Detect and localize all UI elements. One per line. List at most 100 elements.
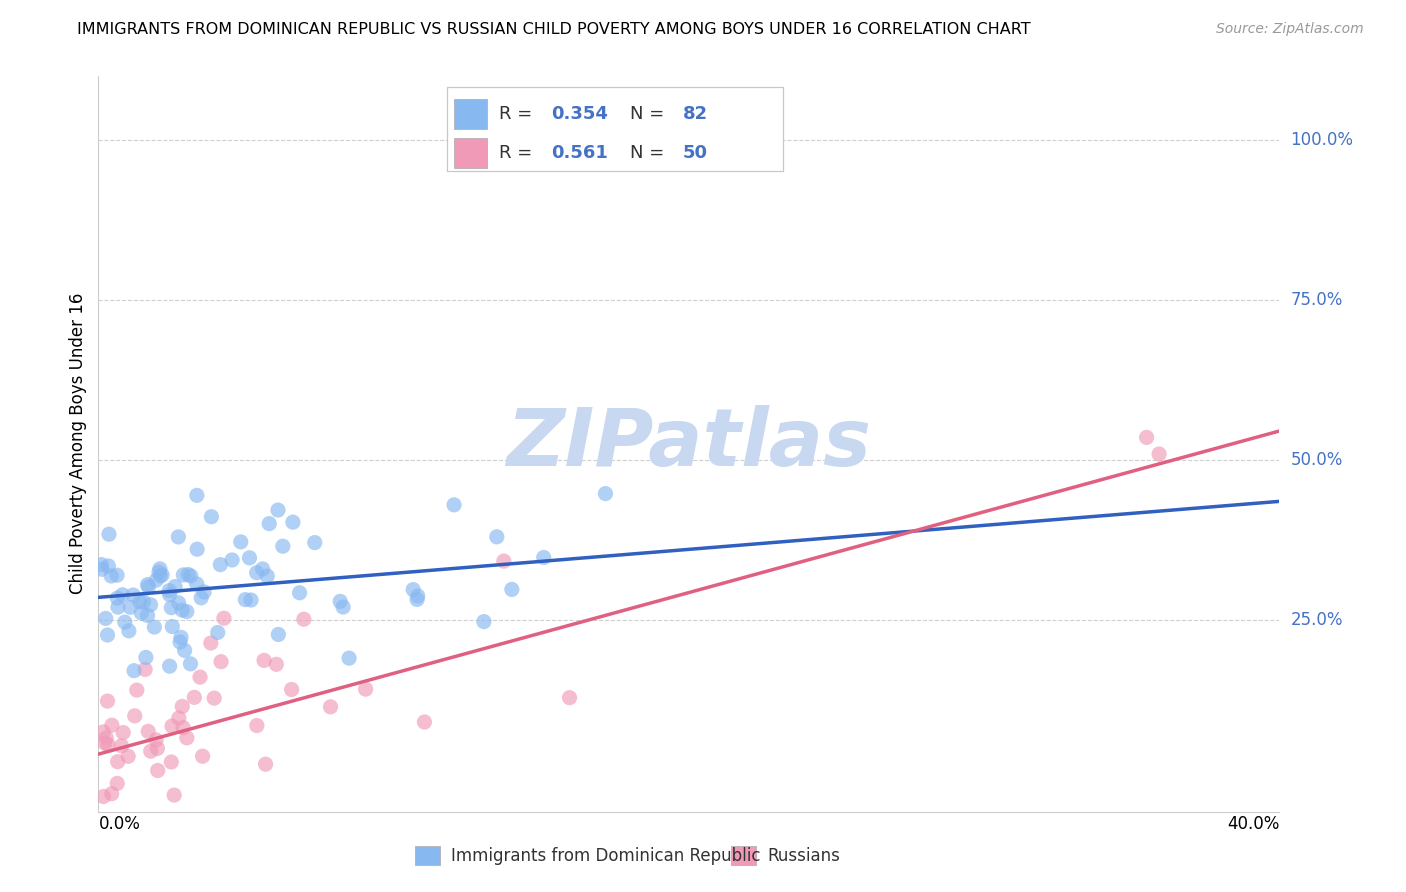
Point — [257, 516, 280, 531]
Point — [337, 651, 360, 665]
Point — [150, 567, 173, 582]
Point — [200, 636, 222, 650]
Point — [281, 515, 304, 529]
Point — [110, 739, 132, 753]
Text: IMMIGRANTS FROM DOMINICAN REPUBLIC VS RUSSIAN CHILD POVERTY AMONG BOYS UNDER 16 : IMMIGRANTS FROM DOMINICAN REPUBLIC VS RU… — [77, 22, 1031, 37]
Point — [162, 619, 184, 633]
Point — [240, 593, 263, 607]
Text: Russians: Russians — [768, 847, 841, 865]
Point — [138, 580, 160, 594]
Point — [267, 503, 290, 517]
Point — [288, 586, 311, 600]
Point — [172, 603, 194, 617]
Point — [533, 550, 555, 565]
Point — [139, 598, 162, 612]
Point — [190, 591, 212, 605]
Point — [179, 657, 201, 671]
Point — [125, 683, 148, 698]
Point — [354, 682, 377, 697]
Point — [169, 635, 191, 649]
Point — [167, 530, 190, 544]
Point — [172, 568, 194, 582]
Point — [159, 659, 181, 673]
Text: 40.0%: 40.0% — [1227, 815, 1279, 833]
Text: N =: N = — [630, 105, 671, 123]
Text: ZIPatlas: ZIPatlas — [506, 405, 872, 483]
Point — [233, 592, 256, 607]
Point — [329, 594, 352, 608]
Point — [143, 620, 166, 634]
Point — [256, 569, 278, 583]
Point — [160, 755, 183, 769]
Point — [114, 615, 136, 629]
Point — [120, 600, 142, 615]
Point — [207, 625, 229, 640]
Point — [558, 690, 581, 705]
Y-axis label: Child Poverty Among Boys Under 16: Child Poverty Among Boys Under 16 — [69, 293, 87, 594]
Point — [96, 694, 118, 708]
Point — [501, 582, 523, 597]
Text: 0.0%: 0.0% — [98, 815, 141, 833]
Point — [443, 498, 465, 512]
Point — [135, 650, 157, 665]
Point — [146, 764, 169, 778]
Point — [117, 749, 139, 764]
Point — [472, 615, 495, 629]
Point — [148, 565, 170, 579]
Point — [188, 670, 211, 684]
Point — [202, 691, 225, 706]
FancyBboxPatch shape — [454, 99, 488, 129]
Point — [160, 600, 183, 615]
Point — [122, 588, 145, 602]
Point — [136, 608, 159, 623]
Point — [159, 588, 181, 602]
Point — [271, 539, 294, 553]
Point — [267, 627, 290, 641]
Point — [157, 583, 180, 598]
Point — [139, 744, 162, 758]
Point — [90, 562, 112, 576]
Text: 100.0%: 100.0% — [1291, 131, 1354, 149]
Point — [191, 749, 214, 764]
Point — [149, 562, 172, 576]
Text: R =: R = — [499, 144, 538, 161]
Point — [149, 569, 172, 583]
Point — [107, 591, 129, 606]
Point — [111, 588, 134, 602]
Point — [212, 826, 235, 840]
Point — [212, 611, 235, 625]
Text: 0.561: 0.561 — [551, 144, 607, 161]
Point — [177, 567, 200, 582]
Point — [172, 699, 194, 714]
Point — [100, 787, 122, 801]
Point — [105, 776, 128, 790]
Point — [170, 630, 193, 644]
Point — [413, 714, 436, 729]
Point — [90, 558, 112, 572]
Point — [172, 721, 194, 735]
Point — [209, 558, 232, 572]
Point — [167, 596, 190, 610]
Point — [163, 788, 186, 802]
Point — [131, 606, 153, 620]
Text: Source: ZipAtlas.com: Source: ZipAtlas.com — [1216, 22, 1364, 37]
Point — [186, 577, 208, 591]
Point — [94, 611, 117, 625]
Point — [100, 569, 122, 583]
Point — [93, 789, 115, 804]
Text: N =: N = — [630, 144, 671, 161]
Point — [176, 731, 198, 745]
Point — [94, 736, 117, 750]
Text: R =: R = — [499, 105, 538, 123]
FancyBboxPatch shape — [454, 137, 488, 168]
Point — [253, 653, 276, 667]
Point — [145, 573, 167, 587]
Point — [280, 682, 302, 697]
Text: 0.354: 0.354 — [551, 105, 607, 123]
Point — [97, 558, 120, 573]
Point — [96, 731, 118, 745]
Text: 25.0%: 25.0% — [1291, 611, 1343, 629]
Text: 82: 82 — [682, 105, 707, 123]
Point — [173, 643, 195, 657]
Point — [136, 577, 159, 591]
